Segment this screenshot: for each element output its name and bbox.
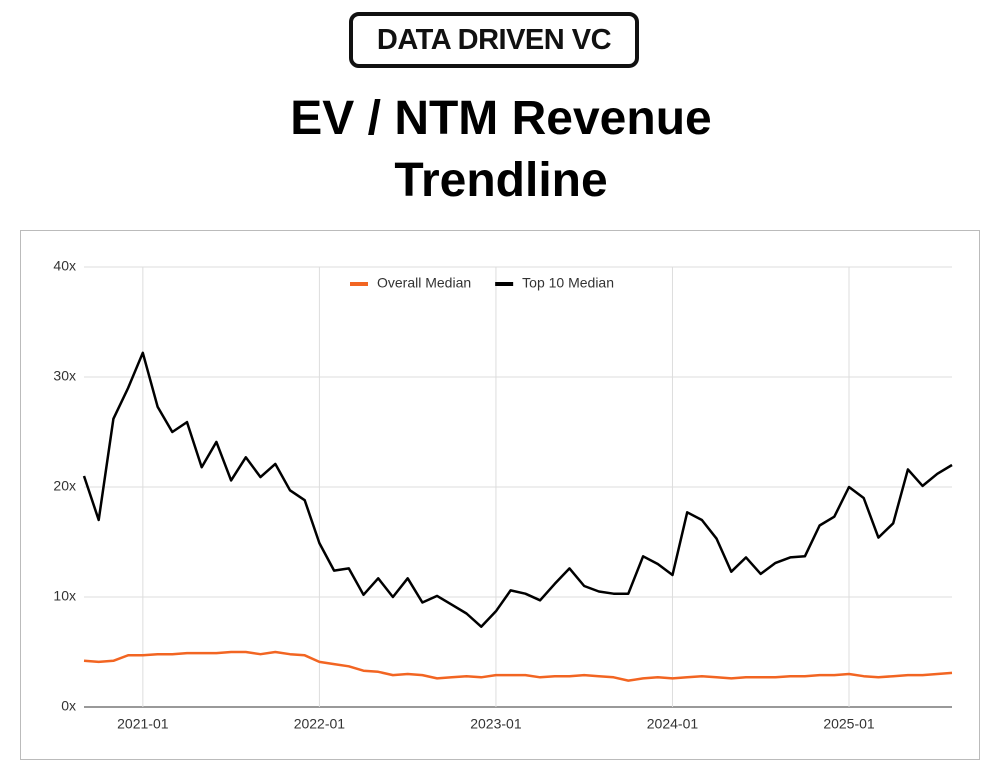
- x-tick-label: 2021-01: [117, 716, 169, 732]
- chart-frame: [20, 230, 980, 760]
- chart-title: EV / NTM Revenue Trendline: [290, 92, 712, 207]
- x-tick-label: 2025-01: [823, 716, 875, 732]
- y-tick-label: 40x: [53, 258, 76, 274]
- y-tick-label: 0x: [61, 698, 76, 714]
- legend-label: Top 10 Median: [522, 275, 614, 291]
- x-tick-label: 2023-01: [470, 716, 522, 732]
- y-tick-label: 10x: [53, 588, 76, 604]
- x-tick-label: 2022-01: [294, 716, 346, 732]
- logo: DATA DRIVEN VC: [349, 12, 639, 68]
- legend-label: Overall Median: [377, 275, 471, 291]
- y-tick-label: 20x: [53, 478, 76, 494]
- line: [83, 650, 953, 682]
- line: [82, 351, 953, 628]
- y-tick-label: 30x: [53, 368, 76, 384]
- x-tick-label: 2024-01: [647, 716, 699, 732]
